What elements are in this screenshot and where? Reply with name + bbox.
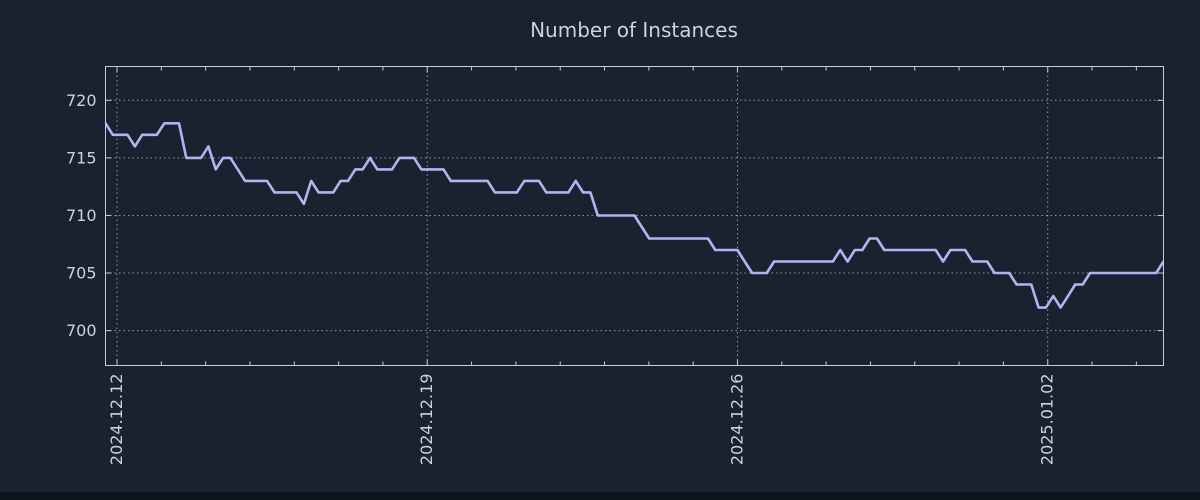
x-tick-label: 2025.01.02 — [1038, 374, 1057, 466]
x-tick-label: 2024.12.26 — [727, 374, 746, 466]
plot-border-rect — [105, 66, 1164, 366]
plot-border — [105, 66, 1164, 366]
x-tick-label: 2024.12.12 — [107, 374, 126, 466]
x-axis-labels: 2024.12.12 2024.12.19 2024.12.26 2025.01.02 — [107, 374, 1057, 466]
series-group — [105, 122, 1164, 309]
series-line — [105, 122, 1164, 309]
chart-title: Number of Instances — [530, 18, 738, 42]
y-axis-labels: 700 705 710 715 720 — [66, 91, 97, 340]
y-tick-label: 720 — [66, 91, 97, 110]
y-tick-label: 700 — [66, 321, 97, 340]
y-tick-label: 715 — [66, 148, 97, 167]
bottom-strip — [0, 492, 1200, 500]
y-tick-label: 705 — [66, 264, 97, 283]
y-tick-label: 710 — [66, 206, 97, 225]
grid-lines — [105, 66, 1164, 366]
x-tick-label: 2024.12.19 — [417, 374, 436, 466]
axis-ticks — [105, 66, 1164, 366]
